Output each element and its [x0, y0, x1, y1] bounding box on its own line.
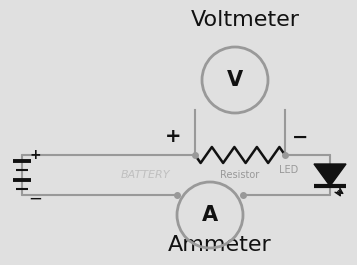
Text: Resistor: Resistor — [220, 170, 260, 180]
Text: −: − — [292, 127, 308, 147]
Text: Voltmeter: Voltmeter — [191, 10, 300, 30]
Text: +: + — [165, 127, 181, 147]
Text: V: V — [227, 70, 243, 90]
Text: +: + — [29, 148, 41, 162]
Text: Ammeter: Ammeter — [168, 235, 272, 255]
Text: −: − — [28, 190, 42, 208]
Text: BATTERY: BATTERY — [120, 170, 170, 180]
Text: LED: LED — [279, 165, 298, 175]
Polygon shape — [314, 164, 346, 186]
Text: A: A — [202, 205, 218, 225]
